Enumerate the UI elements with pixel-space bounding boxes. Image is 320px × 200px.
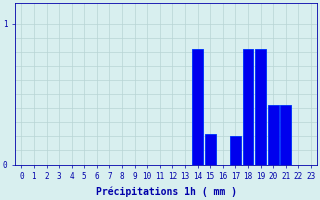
- Bar: [230, 136, 241, 165]
- Bar: [255, 49, 266, 165]
- Bar: [268, 105, 278, 165]
- Bar: [205, 134, 216, 165]
- Bar: [280, 105, 291, 165]
- Bar: [268, 105, 278, 165]
- Bar: [192, 49, 203, 165]
- X-axis label: Précipitations 1h ( mm ): Précipitations 1h ( mm ): [96, 187, 236, 197]
- Bar: [280, 105, 291, 165]
- Bar: [243, 49, 253, 165]
- Bar: [243, 49, 253, 165]
- Bar: [192, 49, 203, 165]
- Bar: [205, 134, 216, 165]
- Bar: [255, 49, 266, 165]
- Bar: [230, 136, 241, 165]
